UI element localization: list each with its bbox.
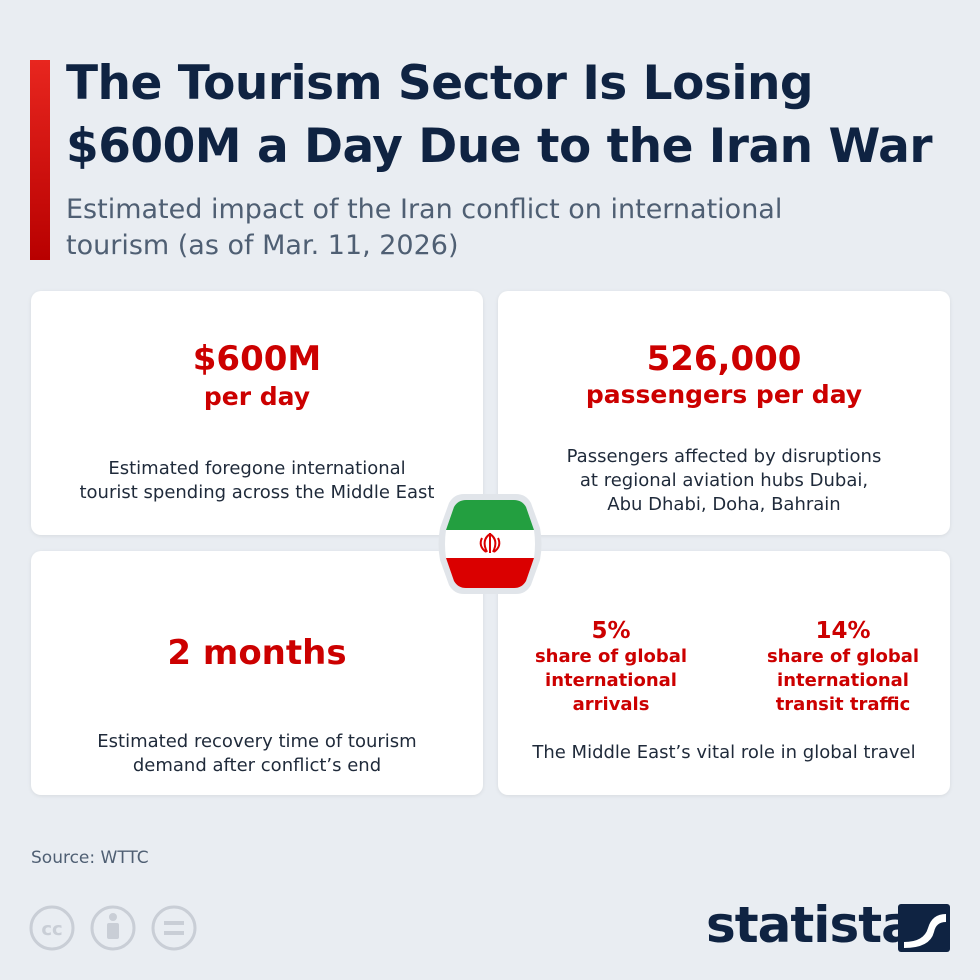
subtitle: Estimated impact of the Iran conflict on…: [66, 192, 782, 264]
card: 526,000 passengers per day Passengers af…: [498, 291, 950, 535]
card: 2 months Estimated recovery time of tour…: [31, 551, 483, 795]
title-line: The Tourism Sector Is Losing: [66, 56, 814, 111]
subline: passengers per day: [585, 380, 863, 409]
description: Estimated foregone international tourist…: [31, 457, 483, 505]
description-line: tourist spending across the Middle East: [79, 482, 435, 503]
stat-label-line: international: [777, 670, 909, 691]
headline: $600M: [192, 339, 322, 379]
stat-label-line: transit traffic: [775, 694, 911, 715]
title: The Tourism Sector Is Losing $600M a Day…: [66, 52, 933, 178]
card: 5% share of global international arrival…: [498, 551, 950, 795]
stat-label: share of global international transit tr…: [728, 645, 958, 717]
description-line: Estimated foregone international: [108, 458, 406, 479]
svg-text:cc: cc: [41, 919, 62, 940]
stat-value: 5%: [591, 618, 631, 644]
description-line: Abu Dhabi, Doha, Bahrain: [607, 494, 841, 515]
stat-label-line: international: [545, 670, 677, 691]
description: Passengers affected by disruptions at re…: [498, 445, 950, 517]
description: Estimated recovery time of tourism deman…: [31, 730, 483, 778]
subtitle-line: Estimated impact of the Iran conflict on…: [66, 194, 783, 225]
flag: [445, 500, 535, 588]
stat-label-line: arrivals: [572, 694, 650, 715]
stat-label-line: share of global: [766, 646, 920, 667]
accent-bar: [30, 60, 50, 260]
description-line: demand after conflict’s end: [132, 755, 382, 776]
stat-value: 14%: [815, 618, 871, 644]
headline: 526,000: [646, 339, 802, 379]
license-icons: cc: [29, 905, 197, 951]
subtitle-line: tourism (as of Mar. 11, 2026): [66, 230, 459, 261]
description-line: at regional aviation hubs Dubai,: [579, 470, 869, 491]
description: The Middle East’s vital role in global t…: [498, 741, 950, 765]
brand-mark: [898, 904, 950, 952]
description-line: The Middle East’s vital role in global t…: [532, 742, 916, 763]
stat: 14% share of global international transi…: [728, 617, 958, 717]
source: Source: WTTC: [31, 848, 149, 868]
card: $600M per day Estimated foregone interna…: [31, 291, 483, 535]
title-line: $600M a Day Due to the Iran War: [66, 119, 933, 174]
headline: 2 months: [167, 633, 347, 673]
stat-label-line: share of global: [534, 646, 688, 667]
description-line: Passengers affected by disruptions: [566, 446, 882, 467]
brand-logo: statista: [706, 896, 915, 954]
stat-label: share of global international arrivals: [498, 645, 724, 717]
description-line: Estimated recovery time of tourism: [97, 731, 417, 752]
subline: per day: [203, 382, 311, 411]
stat: 5% share of global international arrival…: [498, 617, 724, 717]
flag-badge: [438, 494, 542, 594]
